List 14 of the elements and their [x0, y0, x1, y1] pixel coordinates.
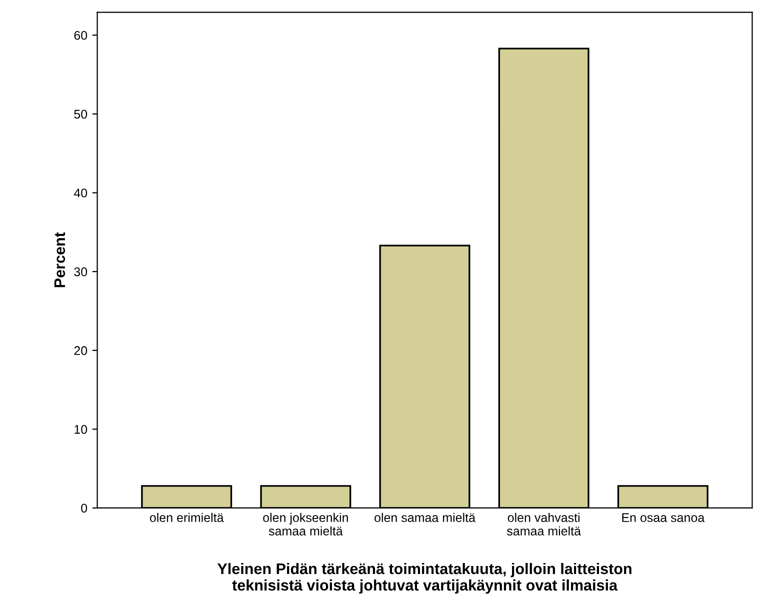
y-tick-label: 20: [74, 346, 88, 356]
y-tick-label: 50: [74, 110, 88, 119]
x-tick-label: olen samaa mieltä: [374, 512, 476, 522]
x-tick-label: olen jokseenkin samaa mieltä: [263, 512, 348, 536]
y-axis-title: Percent: [54, 232, 66, 288]
y-tick-label: 10: [74, 424, 88, 434]
y-tick-label: 60: [74, 30, 88, 40]
y-tick-label: 0: [81, 504, 88, 513]
x-tick-label: olen vahvasti samaa mieltä: [507, 512, 581, 536]
x-axis-title: Yleinen Pidän tärkeänä toimintatakuuta, jolloin laitteiston teknisistä vioista johtuvat vartijakäynnit ovat ilmaisia: [217, 562, 632, 594]
x-tick-label: olen erimieltä: [150, 512, 224, 522]
y-tick-label: 30: [74, 267, 88, 276]
x-tick-label: En osaa sanoa: [622, 513, 705, 522]
y-tick-label: 40: [74, 188, 88, 198]
